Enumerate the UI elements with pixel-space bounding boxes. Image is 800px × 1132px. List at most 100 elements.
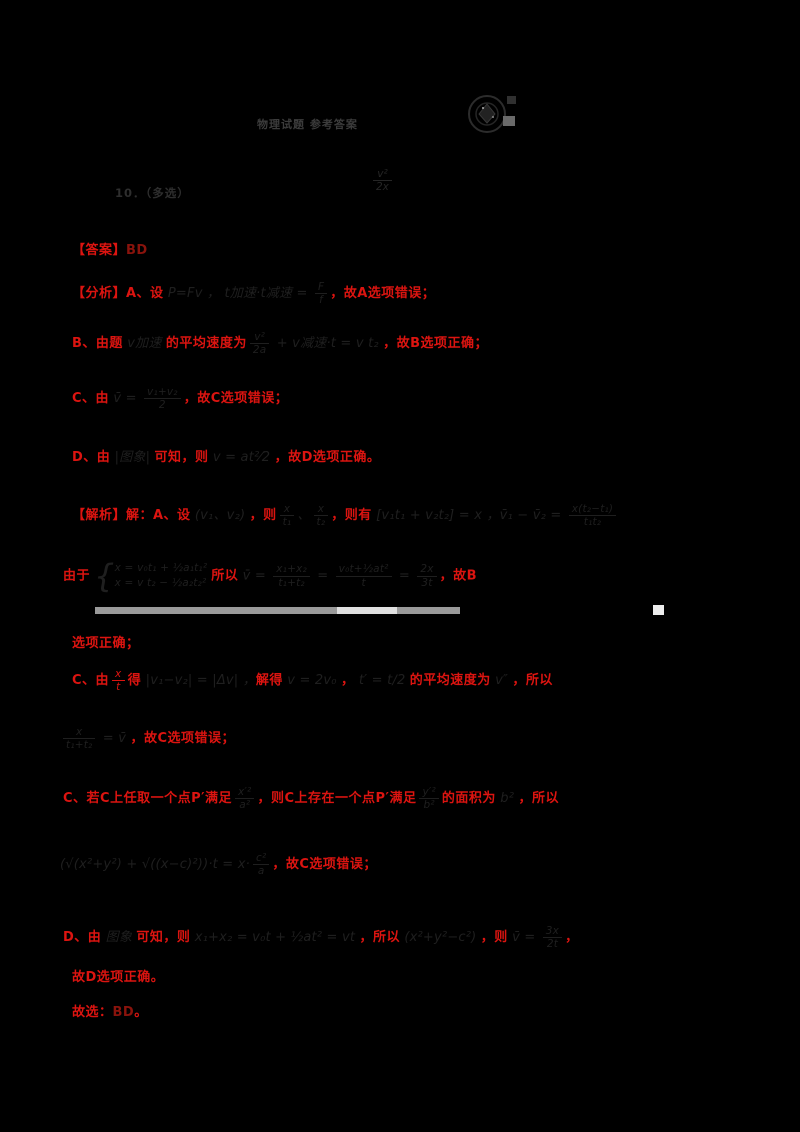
text-run: 可知，则	[136, 930, 191, 946]
text-run: D、由	[63, 930, 102, 946]
formula-fraction: x(t₂−t₁) t₁t₂	[568, 503, 617, 529]
text-run: ，	[341, 673, 355, 689]
formula-fraction: y′² b²	[419, 786, 439, 812]
text-run: D、由	[72, 450, 111, 465]
fraction-denominator: t	[361, 576, 366, 589]
text-run: C、若C上任取一个点P′满足	[63, 791, 233, 807]
text-run: ，故C选项错误；	[272, 857, 377, 873]
formula-fraction: c² a	[252, 852, 270, 877]
text-run: v̄ =	[238, 568, 271, 584]
text-run: ，则	[480, 930, 508, 946]
equation-rows: x = v₀t₁ + ½a₁t₁² x = v t₂ − ½a₂t₂²	[115, 562, 208, 590]
fraction-numerator: x(t₂−t₁)	[568, 503, 617, 517]
text-run: v̄ =	[507, 930, 540, 946]
text-run: C、由	[72, 673, 110, 689]
text-run: 得	[127, 673, 142, 689]
solution-line: C、由 v̄ = v₁+v₂ 2 ，故C选项错误；	[72, 386, 288, 411]
text-run: 、	[297, 508, 311, 524]
fraction-denominator: t₁	[282, 516, 292, 529]
fraction-numerator: x	[63, 726, 96, 740]
equation-row: x = v₀t₁ + ½a₁t₁²	[114, 561, 208, 574]
text-run: ，故B	[439, 568, 478, 584]
formula-fraction: x t₁	[279, 503, 295, 529]
text-run: P=Fv ， t加速·t减速 =	[163, 286, 312, 302]
fraction-numerator: x	[112, 668, 125, 682]
text-run: |v₁−v₂| = |Δv| ，	[141, 673, 256, 689]
text-run: ，所以	[512, 673, 553, 689]
fraction-denominator: t₂	[316, 516, 326, 529]
text-run: ，故C选项错误；	[130, 731, 235, 747]
text-run: ，所以	[518, 791, 559, 807]
text-run: ，故D选项正确。	[274, 450, 381, 465]
fraction-numerator: x₁+x₂	[273, 563, 310, 577]
text-run: |图象|	[110, 450, 155, 465]
solution-line: D、由 |图象| 可知，则 v = at²⁄2 ，故D选项正确。	[72, 450, 380, 466]
text-run: 所以	[211, 568, 239, 584]
fraction-denominator: a²	[239, 799, 251, 812]
fraction-denominator: 2t	[546, 938, 559, 951]
text-run: ，故C选项错误；	[183, 391, 289, 407]
equation-system: {x = v₀t₁ + ½a₁t₁² x = v t₂ − ½a₂t₂²	[94, 560, 207, 592]
fraction-numerator: v²	[373, 168, 392, 182]
fraction-denominator: t₁+t₂	[278, 576, 305, 589]
solution-line: 【答案】BD	[72, 243, 148, 259]
text-run: 。	[134, 1005, 148, 1020]
fraction-numerator: x	[313, 503, 329, 517]
text-run: 由于	[63, 568, 91, 584]
fraction-numerator: v₀t+½at²	[335, 563, 392, 577]
text-run: C、由	[72, 391, 110, 407]
text-run: 【解析】解：A、设	[72, 508, 191, 524]
text-run: ，所以	[359, 930, 401, 946]
text-run: BD	[126, 243, 148, 258]
highlight-bar	[95, 607, 460, 614]
text-run: + v减速·t = v t₂	[272, 336, 384, 352]
fraction-numerator: y′²	[419, 786, 439, 800]
text-run: ，则有	[331, 508, 372, 524]
solution-line: B、由题 v加速 的平均速度为 v² 2a + v减速·t = v t₂ ，故B选项…	[72, 331, 488, 356]
fraction-numerator: v₁+v₂	[144, 386, 181, 400]
fraction-numerator: c²	[252, 852, 270, 866]
text-run: v加速	[122, 336, 166, 352]
formula-fraction: 3x 2t	[542, 925, 563, 951]
text-run: 的平均速度为	[409, 673, 491, 689]
fraction-numerator: 2x	[417, 563, 437, 577]
problem-fraction: v² 2x	[373, 168, 392, 193]
text-run: v = at²⁄2	[208, 450, 275, 465]
text-run: [v₁t₁ + v₂t₂] = x ，v̄₁ − v̄₂ =	[371, 508, 566, 524]
fraction-numerator: 3x	[542, 925, 563, 939]
text-run: B、由题	[72, 336, 123, 352]
solution-line: 故选：BD。	[72, 1005, 148, 1021]
formula-fraction: x t₂	[313, 503, 329, 529]
solution-line: 选项正确；	[72, 636, 140, 652]
fraction-denominator: 2x	[376, 181, 389, 194]
solution-line: 由于{x = v₀t₁ + ½a₁t₁² x = v t₂ − ½a₂t₂² 所以 …	[63, 560, 477, 592]
formula-fraction: v₁+v₂ 2	[144, 386, 181, 411]
text-run: ，则	[249, 508, 277, 524]
text-run: 可知，则	[154, 450, 209, 465]
text-run: =	[312, 568, 333, 584]
fraction-numerator: v²	[249, 331, 270, 345]
solution-line: C、由 x t 得 |v₁−v₂| = |Δv| ，解得 v = 2v₀ ， t′ =…	[72, 668, 553, 693]
text-run: ，则C上存在一个点P′满足	[257, 791, 417, 807]
text-run: 的面积为	[441, 791, 496, 807]
highlight-bar	[337, 607, 397, 614]
text-run: v″	[490, 673, 513, 689]
text-run: (√(x²+y²) + √((x−c)²))·t = x·	[60, 857, 250, 873]
fraction-denominator: t₁t₂	[583, 516, 602, 529]
fraction-numerator: x′²	[235, 786, 255, 800]
text-run: (x²+y²−c²)	[400, 930, 481, 946]
solution-line: C、若C上任取一个点P′满足 x′² a² ，则C上存在一个点P′满足 y′² b² 的面积…	[63, 786, 559, 811]
text-run: ，故B选项正确；	[383, 336, 489, 352]
text-run: 故D选项正确。	[72, 970, 165, 985]
text-run: ，故A选项错误；	[330, 286, 436, 302]
text-run: BD	[112, 1005, 135, 1020]
fraction-denominator: b²	[423, 799, 435, 812]
formula-fraction: v² 2a	[249, 331, 270, 356]
text-run: = v̄	[98, 731, 131, 747]
formula-fraction: v₀t+½at² t	[335, 563, 392, 589]
fraction-denominator: 3t	[421, 576, 433, 589]
formula-fraction: 2x 3t	[417, 563, 437, 589]
text-run: 【分析】A、设	[72, 286, 164, 302]
